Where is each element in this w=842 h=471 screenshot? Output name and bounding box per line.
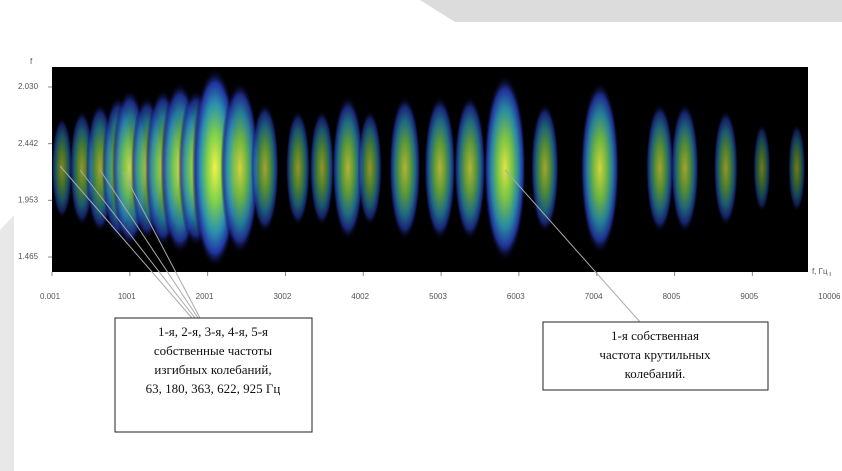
- annotation-text: частота крутильных: [599, 347, 711, 362]
- x-tick-label: 2001: [196, 292, 214, 301]
- y-axis-label: f: [30, 57, 33, 66]
- intensity-band: [251, 103, 279, 233]
- decor-band: [420, 0, 842, 22]
- decor-side: [0, 215, 14, 471]
- intensity-band: [788, 124, 805, 212]
- intensity-band: [484, 75, 526, 261]
- x-tick-label: 3002: [273, 292, 291, 301]
- annotation-text: 1-я собственная: [611, 328, 699, 343]
- x-tick-label: 4002: [351, 292, 369, 301]
- x-tick-label: 1001: [118, 292, 136, 301]
- x-tick-label: 7004: [585, 292, 603, 301]
- annotation-text: собственные частоты: [154, 343, 272, 358]
- x-tick-label: 0.001: [40, 292, 61, 301]
- intensity-band: [358, 110, 382, 226]
- intensity-band: [424, 96, 456, 240]
- annotation-text: 63, 180, 363, 622, 925 Гц: [146, 381, 281, 396]
- intensity-band: [714, 110, 738, 226]
- intensity-band: [753, 124, 770, 212]
- page: {"chart_data": {"type": "spectrogram", "…: [0, 0, 842, 471]
- intensity-band: [389, 96, 421, 240]
- intensity-band: [531, 103, 559, 233]
- x-tick-label: 8005: [663, 292, 681, 301]
- intensity-band: [454, 96, 486, 240]
- chart: f f, Гц 0.001 1001 2001 3002 4002 5003 6003 700…: [0, 0, 842, 471]
- annotation-text: колебаний.: [625, 366, 686, 381]
- annotation-text: 1-я, 2-я, 3-я, 4-я, 5-я: [158, 324, 268, 339]
- y-tick-label: 1.465: [18, 252, 39, 261]
- x-tick-label: 9005: [740, 292, 758, 301]
- x-tick-label: 10006: [818, 292, 841, 301]
- intensity-band: [310, 110, 334, 226]
- x-tick-label: 6003: [507, 292, 525, 301]
- annotation-text: изгибных колебаний,: [154, 362, 271, 377]
- y-tick-label: 2.442: [18, 139, 39, 148]
- intensity-band: [671, 103, 699, 233]
- y-tick-label: 2.030: [18, 82, 39, 91]
- x-tick-label: 5003: [429, 292, 447, 301]
- intensity-band: [580, 82, 619, 254]
- intensity-band: [646, 103, 674, 233]
- y-tick-label: 1.953: [18, 195, 39, 204]
- intensity-band: [286, 110, 310, 226]
- x-axis-label: f, Гц: [812, 267, 828, 276]
